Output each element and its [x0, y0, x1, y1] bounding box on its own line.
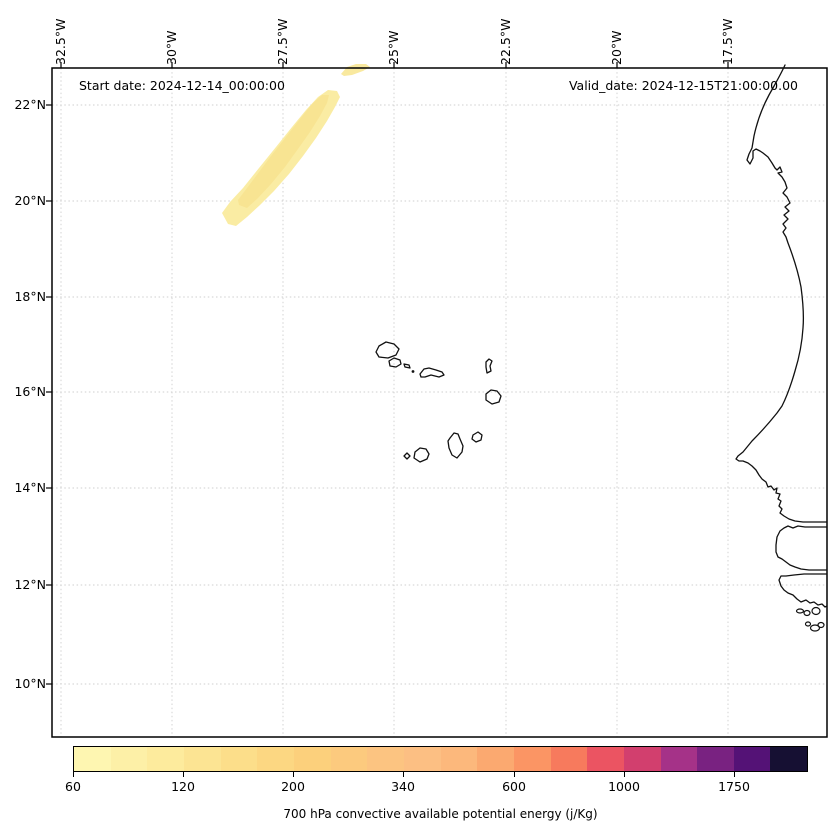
bijagos-islands [795, 606, 825, 632]
left-axis-label: 14°N [14, 480, 46, 495]
colorbar-segment [770, 747, 808, 771]
island-sao-vicente [388, 357, 402, 368]
top-axis-label: 27.5°W [275, 18, 290, 65]
colorbar-segment [257, 747, 294, 771]
left-axis-label: 10°N [14, 676, 46, 691]
colorbar-gradient [73, 746, 808, 772]
left-axis-label: 20°N [14, 193, 46, 208]
colorbar-tick [293, 772, 295, 777]
colorbar-segment [697, 747, 734, 771]
colorbar-title: 700 hPa convective available potential e… [283, 807, 598, 821]
colorbar-tick-label: 600 [502, 779, 526, 794]
island-maio [471, 431, 483, 443]
colorbar-tick [623, 772, 625, 777]
island-santa-luzia [403, 363, 411, 369]
colorbar-tick [734, 772, 736, 777]
island-sal [485, 358, 493, 374]
colorbar-segment [550, 747, 588, 771]
valid-date-annotation: Valid_date: 2024-12-15T21:00:00.00 [568, 78, 798, 93]
left-axis-label: 16°N [14, 384, 46, 399]
colorbar-tick-label: 1750 [718, 779, 750, 794]
island-brava [403, 452, 411, 460]
island-santiago [447, 432, 464, 459]
left-axis-label: 22°N [14, 97, 46, 112]
cape-band-edge-patch [341, 64, 370, 76]
island-boa-vista [485, 389, 502, 405]
island-fogo [413, 447, 430, 463]
grid-lines [52, 68, 827, 737]
colorbar-segment [367, 747, 404, 771]
top-axis-label: 25°W [386, 30, 401, 65]
colorbar-segment [587, 747, 624, 771]
colorbar-tick [182, 772, 184, 777]
colorbar-segment [623, 747, 661, 771]
colorbar-segment [660, 747, 698, 771]
island-sao-nicolau [419, 367, 445, 378]
cape-band [222, 64, 370, 226]
colorbar-tick [72, 772, 74, 777]
colorbar-segment [513, 747, 551, 771]
colorbar-tick-label: 1000 [608, 779, 640, 794]
colorbar-segment [477, 747, 514, 771]
colorbar-tick-label: 120 [171, 779, 195, 794]
colorbar-segment [330, 747, 368, 771]
colorbar-segment [110, 747, 148, 771]
left-axis-label: 18°N [14, 289, 46, 304]
top-axis-label: 20°W [609, 30, 624, 65]
start-date-annotation: Start date: 2024-12-14_00:00:00 [79, 78, 285, 93]
colorbar-segment [293, 747, 331, 771]
colorbar-tick [403, 772, 405, 777]
colorbar-segment [220, 747, 258, 771]
colorbar-segment [733, 747, 771, 771]
island-branco [411, 370, 415, 373]
colorbar-segment [74, 747, 111, 771]
colorbar-tick-label: 200 [281, 779, 305, 794]
axis-ticks [46, 62, 729, 685]
colorbar-segment [403, 747, 441, 771]
cape-verde-islands [375, 341, 502, 463]
top-axis-label: 32.5°W [53, 18, 68, 65]
colorbar-segment [147, 747, 184, 771]
colorbar-segment [440, 747, 478, 771]
colorbar-tick-label: 340 [391, 779, 415, 794]
cape-band-core [238, 95, 329, 208]
colorbar-segment [183, 747, 221, 771]
africa-coastline [735, 64, 828, 608]
left-axis-label: 12°N [14, 577, 46, 592]
top-axis-label: 22.5°W [498, 18, 513, 65]
top-axis-label: 30°W [164, 30, 179, 65]
colorbar-tick-label: 60 [65, 779, 81, 794]
island-santo-antao [375, 341, 400, 359]
colorbar-tick [513, 772, 515, 777]
top-axis-label: 17.5°W [720, 18, 735, 65]
map-frame [51, 67, 828, 738]
